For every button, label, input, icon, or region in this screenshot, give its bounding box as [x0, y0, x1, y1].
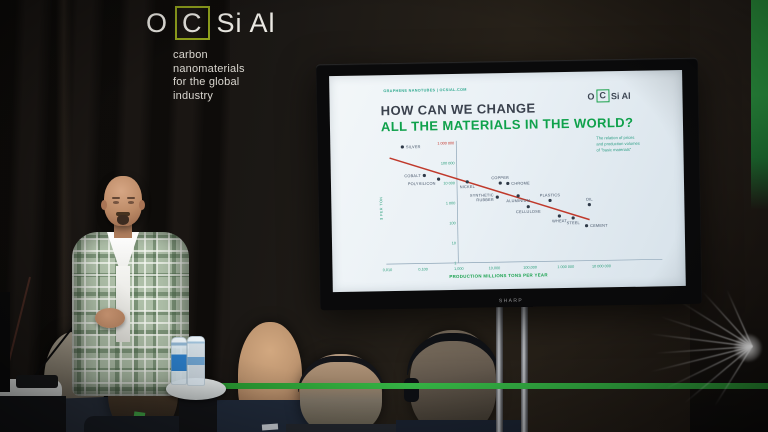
presenter-shirt: [116, 266, 130, 342]
x-tick-label: 10,000: [489, 266, 501, 270]
point-label: CEMENT: [590, 223, 608, 228]
tv-frame: HOW CAN WE CHANGE ALL THE MATERIALS IN T…: [315, 57, 703, 311]
audience-shoulders-5: [396, 420, 528, 432]
chart-point: [526, 205, 530, 209]
chart-point: [584, 224, 589, 228]
point-label: WHEAT: [552, 218, 567, 223]
dandelion-core: [734, 334, 762, 362]
chart-point: [436, 177, 441, 181]
presenter-hands: [95, 308, 125, 328]
annotation-line: of "basic materials": [596, 147, 631, 153]
point-label: OIL: [586, 197, 594, 202]
chart-point: [400, 145, 404, 149]
tv-stand-pole-left: [496, 305, 503, 432]
presenter-goatee: [117, 215, 129, 225]
point-label: PLASTICS: [540, 192, 561, 197]
wall-logo-c-box: C: [175, 6, 210, 40]
shirt-collar: [261, 423, 279, 431]
chart-point: [422, 173, 426, 178]
presenter-ear: [139, 200, 145, 210]
presenter-eye: [128, 201, 134, 204]
tv-stand-pole-right: [521, 305, 528, 432]
tagline-line: for the global: [173, 76, 240, 88]
wall-logo-letter-al: Al: [249, 7, 276, 38]
presenter-eye: [113, 201, 119, 204]
wall-logo-letter-o: O: [146, 7, 169, 38]
audience-shoulders-4: [286, 424, 398, 432]
chart-point: [557, 214, 561, 218]
y-tick-label: 10 000: [443, 181, 455, 185]
y-tick-label: 1: [454, 261, 456, 265]
stand-pole: [0, 292, 10, 392]
headphones-earcup: [404, 378, 419, 402]
chart-point: [498, 181, 502, 185]
chart-point: [548, 198, 552, 203]
point-label: CHROME: [511, 180, 530, 185]
wall-logo-tagline: carbon nanomaterials for the global indu…: [173, 49, 276, 103]
y-tick-label: 10: [452, 241, 456, 245]
y-tick-label: 1 000 000: [437, 141, 454, 145]
y-tick-label: 100: [449, 221, 455, 225]
wall-logo: O C Si Al carbon nanomaterials for the g…: [146, 6, 276, 103]
chart-point: [495, 195, 499, 199]
annotation-line: The relation of prices: [596, 135, 634, 141]
point-label: POLYSILICON: [408, 181, 436, 186]
presenter-ear: [101, 200, 107, 210]
tagline-line: industry: [173, 89, 214, 102]
x-axis-title: PRODUCTION MILLIONS TONS PER YEAR: [449, 272, 548, 279]
trend-line: [389, 157, 590, 221]
point-label: NICKEL: [460, 184, 476, 189]
point-label: RUBBER: [476, 197, 494, 202]
point-label: COBALT: [404, 173, 421, 178]
point-label: STEEL: [567, 220, 581, 225]
x-tick-label: 0,100: [418, 267, 428, 271]
chart-point: [506, 181, 510, 186]
tagline-line: carbon: [173, 49, 208, 61]
chart-point: [571, 216, 575, 220]
materials-price-production-chart: GRAPHENE NANOTUBES | OCSIAL.COM 1 000 000…: [379, 88, 663, 279]
x-tick-label: 10 000 000: [592, 264, 611, 268]
y-axis: [455, 140, 459, 263]
chart-point: [587, 203, 591, 207]
point-label: ALUMINIUM: [506, 198, 530, 203]
point-label: CELLULOSE: [516, 209, 541, 214]
green-edge-stripe: [751, 0, 768, 210]
annotation-line: and production volumes: [596, 141, 640, 147]
water-bottle: [187, 336, 205, 386]
wall-logo-letters: O C Si Al: [146, 6, 276, 40]
dandelion-decoration: [628, 288, 768, 432]
microphone-base: [16, 375, 58, 388]
y-axis-title: $ PER TON: [379, 197, 383, 220]
point-label: SILVER: [406, 144, 421, 149]
point-label: COPPER: [491, 175, 509, 180]
presenter-eyebrow: [127, 197, 135, 199]
wall-logo-letter-si: Si: [216, 7, 243, 38]
x-tick-label: 1 000 000: [557, 265, 574, 269]
x-tick-label: 0,010: [383, 268, 393, 272]
x-axis: [386, 258, 663, 265]
x-tick-label: 100,000: [523, 266, 537, 270]
water-bottle: [171, 337, 187, 385]
slide-top-label: GRAPHENE NANOTUBES | OCSIAL.COM: [383, 88, 466, 93]
tv-screen: HOW CAN WE CHANGE ALL THE MATERIALS IN T…: [329, 69, 686, 293]
x-tick-label: 1,000: [454, 267, 464, 271]
floor: [0, 396, 66, 432]
tagline-line: nanomaterials: [173, 62, 245, 75]
y-tick-label: 100 000: [441, 161, 455, 165]
y-tick-label: 1 000: [446, 201, 456, 205]
presenter-eyebrow: [112, 197, 120, 199]
round-table-base: [179, 396, 217, 432]
